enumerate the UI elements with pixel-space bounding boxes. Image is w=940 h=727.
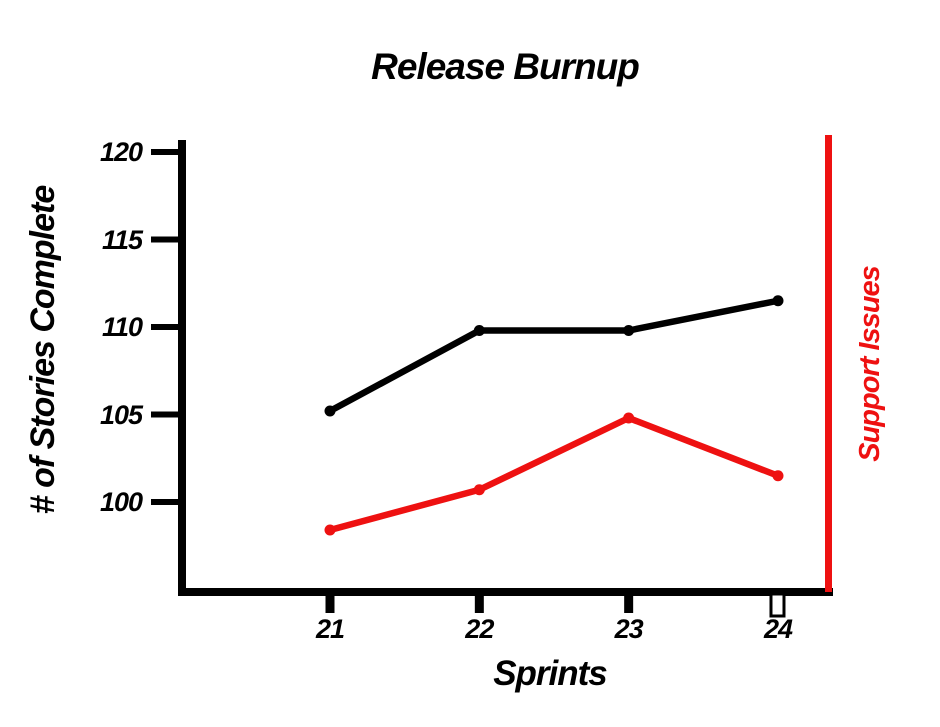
- data-point-series-0: [473, 325, 485, 336]
- series-line-1: [326, 414, 782, 534]
- data-point-series-1: [772, 470, 784, 482]
- data-point-series-0: [772, 295, 784, 307]
- data-point-series-1: [324, 524, 336, 536]
- data-point-series-1: [473, 484, 485, 496]
- right-axis-title: Support Issues: [854, 266, 886, 462]
- x-axis-title: Sprints: [493, 654, 608, 693]
- data-point-series-0: [623, 325, 635, 336]
- x-tick-mark-hollow: [769, 592, 786, 618]
- data-point-series-0: [324, 405, 336, 417]
- data-point-series-1: [623, 412, 635, 424]
- chart-title: Release Burnup: [371, 46, 640, 87]
- series-line-0: [326, 297, 782, 415]
